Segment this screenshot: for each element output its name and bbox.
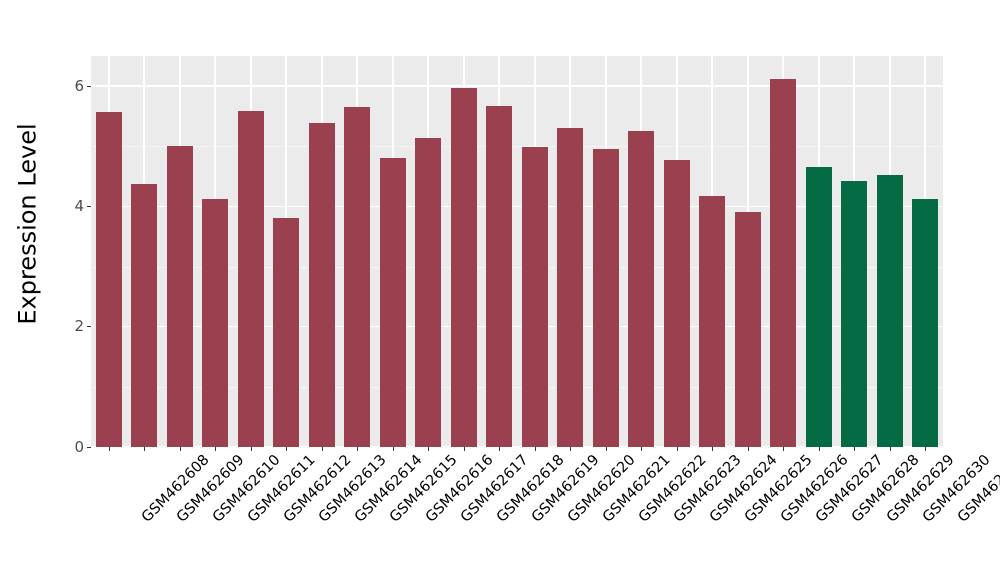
bar	[912, 199, 939, 447]
bar	[770, 78, 797, 447]
bar	[379, 158, 406, 447]
x-axis-tick-mark	[605, 447, 607, 451]
gridline-major-horizontal	[91, 325, 943, 328]
x-axis-ticks	[91, 447, 943, 452]
bar	[841, 181, 868, 447]
x-axis-tick-mark	[641, 447, 643, 451]
x-axis-tick-mark	[676, 447, 678, 451]
x-axis-tick-mark	[534, 447, 536, 451]
x-axis-tick-mark	[321, 447, 323, 451]
x-axis-tick-mark	[499, 447, 501, 451]
y-axis-tick-mark	[87, 85, 91, 87]
bar	[486, 105, 513, 447]
x-axis-tick-mark	[108, 447, 110, 451]
bar	[415, 138, 442, 447]
gridline-major-horizontal	[91, 446, 943, 447]
x-axis-tick-mark	[570, 447, 572, 451]
y-axis: 0 2 4 6	[56, 56, 91, 454]
bar	[95, 111, 122, 447]
bar	[592, 148, 619, 447]
bar	[628, 130, 655, 447]
y-axis-title: Expression Level	[0, 0, 56, 447]
bar	[344, 107, 371, 447]
x-axis-tick-mark	[179, 447, 181, 451]
x-axis-tick-mark	[783, 447, 785, 451]
x-axis-tick-mark	[144, 447, 146, 451]
y-axis-tick-label: 6	[74, 76, 84, 95]
bar	[273, 218, 300, 447]
bar	[521, 147, 548, 447]
bar	[237, 111, 264, 447]
x-axis-tick-mark	[925, 447, 927, 451]
x-axis-tick-mark	[250, 447, 252, 451]
bar	[166, 146, 193, 447]
y-axis-tick-mark	[87, 446, 91, 448]
x-axis-tick-mark	[712, 447, 714, 451]
bar	[699, 195, 726, 447]
x-axis-tick-mark	[889, 447, 891, 451]
bar	[557, 128, 584, 447]
bar	[131, 183, 158, 447]
y-axis-tick-mark	[87, 205, 91, 207]
x-axis-tick-mark	[818, 447, 820, 451]
gridline-major-horizontal	[91, 85, 943, 87]
bar	[663, 160, 690, 447]
x-axis-tick-mark	[428, 447, 430, 451]
bar	[450, 88, 477, 447]
y-axis-tick-label: 0	[74, 437, 84, 456]
x-axis-tick-mark	[463, 447, 465, 451]
x-axis-tick-mark	[854, 447, 856, 451]
y-axis-tick-mark	[87, 326, 91, 328]
gridline-minor-horizontal	[91, 146, 943, 148]
x-axis-tick-mark	[392, 447, 394, 451]
y-axis-tick-label: 2	[74, 317, 84, 336]
x-axis-tick-mark	[215, 447, 217, 451]
y-axis-tick-label: 4	[74, 196, 84, 215]
bar	[805, 167, 832, 447]
x-axis-tick-mark	[357, 447, 359, 451]
x-axis-tick-mark	[286, 447, 288, 451]
bar	[308, 123, 335, 447]
gridline-minor-horizontal	[91, 386, 943, 388]
gridline-minor-horizontal	[91, 266, 943, 268]
gridline-major-horizontal	[91, 205, 943, 208]
bar	[734, 212, 761, 447]
bar	[202, 199, 229, 447]
y-axis-title-text: Expression Level	[14, 122, 43, 325]
plot-panel	[91, 56, 943, 447]
x-axis-labels: GSM462608 GSM462609 GSM462610 GSM462611 GSM4…	[0, 452, 1000, 580]
x-axis-tick-mark	[747, 447, 749, 451]
bar	[876, 174, 903, 447]
